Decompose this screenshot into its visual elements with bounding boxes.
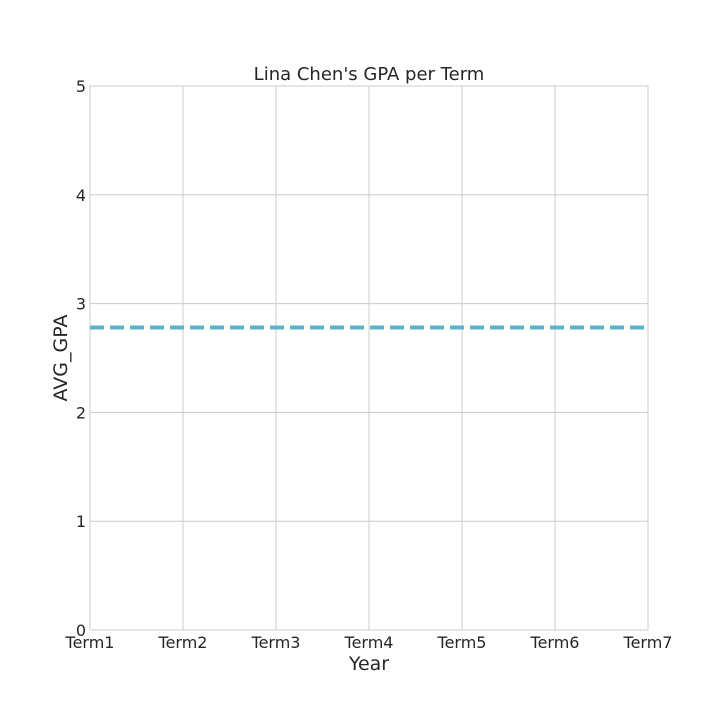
x-tick-label: Term7 — [623, 633, 673, 652]
x-tick-label: Term2 — [158, 633, 208, 652]
y-tick-label: 5 — [76, 77, 86, 96]
x-axis-label: Year — [348, 653, 389, 675]
y-tick-label: 4 — [76, 186, 86, 205]
y-tick-label: 2 — [76, 403, 86, 422]
x-tick-labels: Term1 Term2 Term3 Term4 Term5 Term6 Term7 — [65, 633, 673, 652]
x-tick-label: Term6 — [530, 633, 580, 652]
y-tick-label: 0 — [76, 621, 86, 640]
chart-title: Lina Chen's GPA per Term — [254, 64, 485, 85]
y-tick-label: 3 — [76, 295, 86, 314]
plot-frame — [89, 85, 649, 631]
y-axis-label: AVG_GPA — [50, 315, 72, 402]
y-tick-label: 1 — [76, 512, 86, 531]
y-tick-labels: 0 1 2 3 4 5 — [76, 77, 86, 640]
x-tick-label: Term5 — [437, 633, 487, 652]
x-tick-label: Term4 — [344, 633, 394, 652]
x-tick-label: Term3 — [251, 633, 301, 652]
x-tick-label: Term1 — [65, 633, 115, 652]
